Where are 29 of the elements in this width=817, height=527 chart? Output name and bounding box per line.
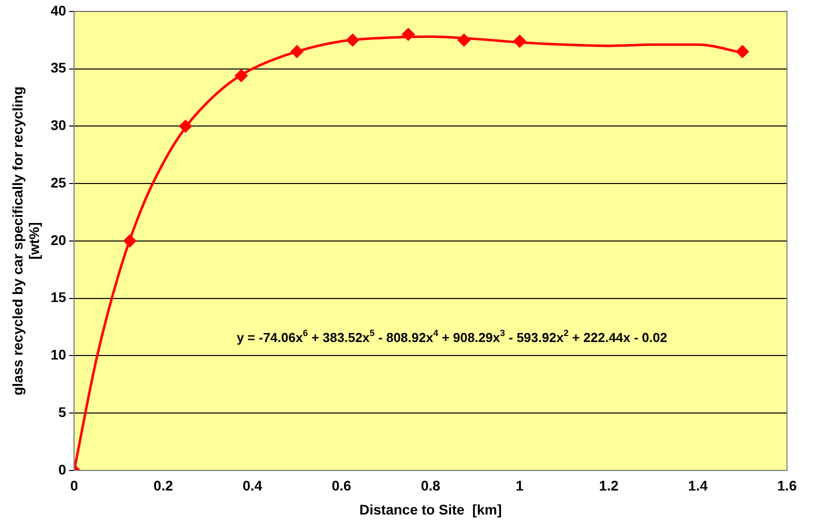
y-tick-label: 40 — [50, 2, 66, 18]
y-tick-label: 10 — [50, 346, 66, 363]
point — [123, 234, 136, 248]
y-tick-label: 30 — [50, 117, 66, 134]
point — [458, 34, 470, 47]
point — [234, 69, 248, 82]
y-axis-title: glass recycled by car specifically for recycling [wt%] — [9, 86, 42, 396]
point — [290, 45, 304, 58]
x-tick-label: 1.2 — [599, 478, 619, 494]
point — [179, 120, 192, 133]
x-tick-label: 1.4 — [688, 478, 708, 494]
x-tick-label: 0 — [70, 478, 78, 494]
x-axis-title: Distance to Site [km] — [359, 501, 502, 518]
y-tick-label: 35 — [50, 60, 66, 76]
x-tick-label: 0.8 — [420, 478, 441, 494]
y-tick-label: 20 — [50, 232, 66, 248]
y-tick-label: 5 — [58, 404, 66, 420]
y-tick-label: 15 — [50, 289, 66, 306]
y-tick-label: 0 — [58, 461, 66, 478]
point — [513, 34, 526, 48]
x-tick-label: 0.4 — [242, 478, 262, 494]
x-tick-label: 0.6 — [332, 478, 352, 494]
point — [736, 45, 749, 58]
point — [346, 34, 360, 47]
x-tick-label: 1 — [516, 478, 524, 494]
x-tick-label: 0.2 — [154, 478, 174, 494]
y-tick-label: 25 — [50, 174, 66, 190]
x-tick-label: 1.6 — [777, 478, 797, 494]
point — [402, 28, 415, 41]
